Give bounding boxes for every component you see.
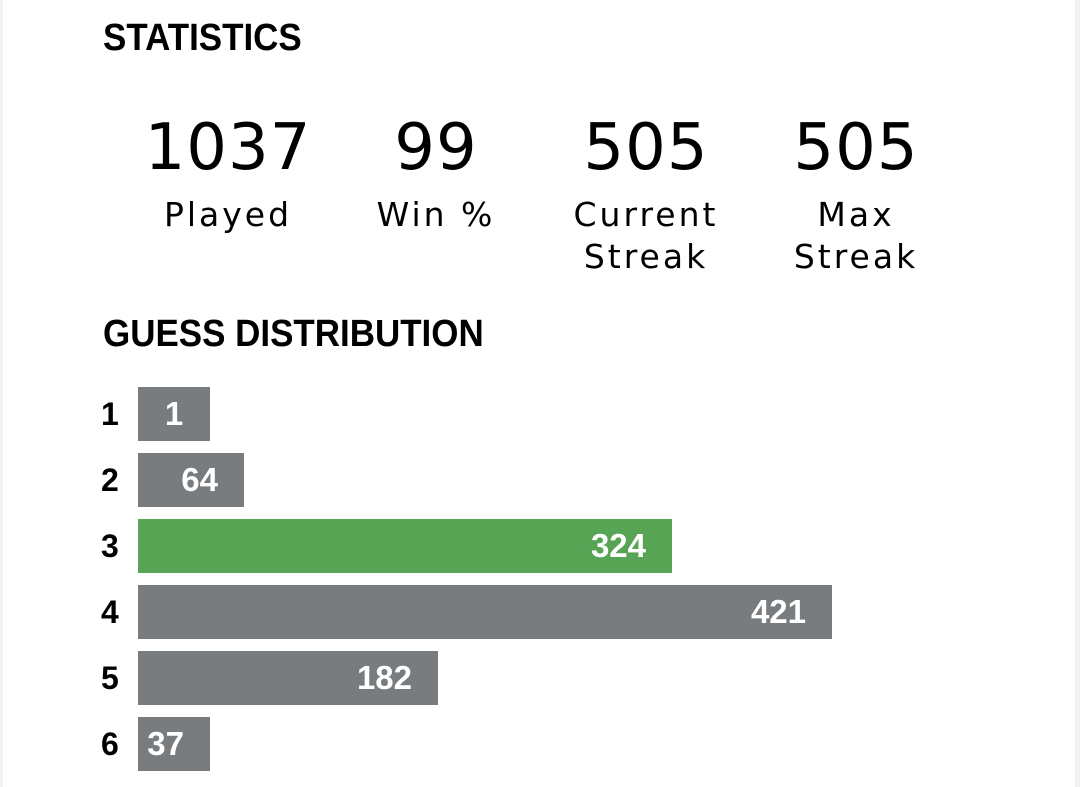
guess-row-2: 2 64 bbox=[101, 453, 1001, 507]
statistics-panel: STATISTICS 1037 Played 99 Win % 505 Curr… bbox=[3, 0, 1075, 787]
guess-count: 1 bbox=[164, 395, 184, 432]
guess-bar: 1 bbox=[138, 387, 210, 441]
guess-distribution: 1 1 2 64 3 324 4 421 5 182 bbox=[101, 387, 1001, 783]
stat-played: 1037 Played bbox=[128, 110, 328, 236]
stat-current-streak-label: Current Streak bbox=[573, 195, 719, 276]
stat-max-streak-label: Max Streak bbox=[793, 195, 919, 276]
stat-played-label: Played bbox=[163, 195, 293, 234]
guess-number: 1 bbox=[101, 396, 119, 432]
stat-max-streak-value: 505 bbox=[793, 111, 919, 185]
statistics-title: STATISTICS bbox=[103, 17, 302, 59]
stat-played-value: 1037 bbox=[144, 111, 312, 185]
guess-bar: 64 bbox=[138, 453, 244, 507]
guess-bar: 37 bbox=[138, 717, 210, 771]
guess-row-1: 1 1 bbox=[101, 387, 1001, 441]
guess-count: 324 bbox=[590, 527, 646, 564]
guess-row-4: 4 421 bbox=[101, 585, 1001, 639]
stat-current-streak: 505 Current Streak bbox=[546, 110, 746, 278]
guess-bar: 324 bbox=[138, 519, 672, 573]
guess-bar: 182 bbox=[138, 651, 438, 705]
stat-current-streak-value: 505 bbox=[583, 111, 709, 185]
guess-row-6: 6 37 bbox=[101, 717, 1001, 771]
guess-count: 64 bbox=[181, 461, 218, 498]
guess-number: 6 bbox=[101, 726, 119, 762]
guess-row-3: 3 324 bbox=[101, 519, 1001, 573]
stat-win-percent-label: Win % bbox=[376, 195, 496, 234]
guess-row-5: 5 182 bbox=[101, 651, 1001, 705]
guess-count: 182 bbox=[356, 659, 412, 696]
guess-count: 37 bbox=[147, 725, 184, 762]
guess-number: 2 bbox=[101, 462, 119, 498]
stat-win-percent-value: 99 bbox=[394, 111, 478, 185]
guess-number: 5 bbox=[101, 660, 119, 696]
guess-number: 3 bbox=[101, 528, 119, 564]
guess-bar: 421 bbox=[138, 585, 832, 639]
guess-count: 421 bbox=[750, 593, 806, 630]
stat-win-percent: 99 Win % bbox=[336, 110, 536, 236]
guess-number: 4 bbox=[101, 594, 119, 630]
stat-max-streak: 505 Max Streak bbox=[756, 110, 956, 278]
guess-distribution-title: GUESS DISTRIBUTION bbox=[103, 313, 484, 355]
